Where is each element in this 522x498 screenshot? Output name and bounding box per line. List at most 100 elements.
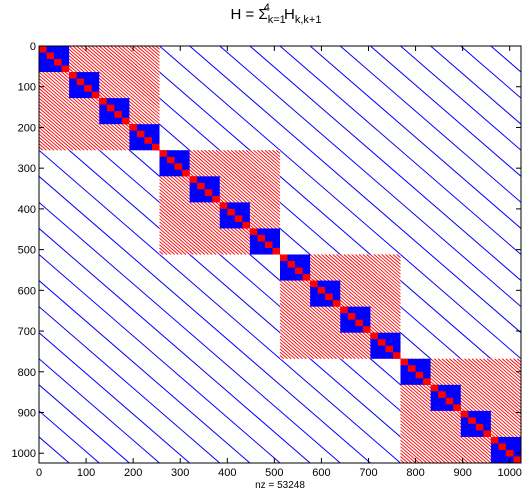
red-hatch-line xyxy=(53,46,160,138)
red-hatch-line xyxy=(460,358,521,412)
red-hatch-line xyxy=(159,179,247,255)
x-tick-label: 900 xyxy=(453,467,471,479)
red-hatch-line xyxy=(144,46,160,60)
red-hatch-line xyxy=(456,358,521,415)
red-hatch-line xyxy=(80,46,160,115)
red-diagonal-block xyxy=(438,391,446,398)
red-hatch-line xyxy=(279,325,318,360)
red-diagonal-block xyxy=(513,456,521,463)
red-hatch-line xyxy=(513,358,521,366)
red-hatch-line xyxy=(400,371,507,463)
red-hatch-line xyxy=(328,254,401,317)
red-hatch-line xyxy=(76,46,160,119)
red-hatch-line xyxy=(106,46,160,92)
red-hatch-line xyxy=(279,338,303,360)
red-diagonal-block xyxy=(310,280,318,288)
title-sub2: k,k+1 xyxy=(294,14,322,26)
red-hatch-line xyxy=(400,449,416,463)
red-hatch-line xyxy=(121,46,160,79)
red-diagonal-block xyxy=(249,228,258,235)
red-hatch-line xyxy=(467,358,521,405)
red-hatch-line xyxy=(39,74,126,151)
red-diagonal-block xyxy=(377,339,386,346)
red-diagonal-block xyxy=(317,287,326,294)
red-hatch-line xyxy=(257,149,281,171)
red-diagonal-block xyxy=(182,169,190,177)
red-hatch-line xyxy=(159,221,198,255)
red-hatch-line xyxy=(61,46,160,132)
red-hatch-line xyxy=(132,46,160,70)
red-hatch-line xyxy=(159,247,168,255)
red-hatch-line xyxy=(400,384,492,463)
red-hatch-line xyxy=(415,358,521,451)
red-hatch-line xyxy=(483,358,521,392)
x-tick-label: 800 xyxy=(406,467,424,479)
red-hatch-line xyxy=(208,149,281,213)
red-diagonal-block xyxy=(280,254,288,262)
red-hatch-line xyxy=(400,452,413,463)
red-diagonal-block xyxy=(445,397,454,405)
red-hatch-line xyxy=(355,254,401,294)
red-diagonal-block xyxy=(370,332,378,340)
plot-area xyxy=(39,46,521,463)
red-hatch-line xyxy=(129,46,160,73)
red-hatch-line xyxy=(400,397,477,463)
red-diagonal-block xyxy=(272,247,280,255)
red-diagonal-block xyxy=(84,85,92,92)
red-hatch-line xyxy=(39,58,145,151)
x-tick-label: 400 xyxy=(218,467,236,479)
red-hatch-line xyxy=(400,430,439,463)
red-hatch-line xyxy=(279,351,288,360)
red-hatch-line xyxy=(509,358,521,369)
red-hatch-line xyxy=(159,218,202,255)
red-diagonal-block xyxy=(430,384,439,392)
x-tick-label: 600 xyxy=(312,467,330,479)
red-hatch-line xyxy=(159,228,190,255)
red-hatch-line xyxy=(178,149,281,239)
red-hatch-line xyxy=(39,84,115,151)
red-diagonal-block xyxy=(99,98,107,105)
red-hatch-line xyxy=(332,254,401,314)
red-hatch-line xyxy=(87,46,160,109)
red-hatch-line xyxy=(279,342,300,360)
red-hatch-line xyxy=(200,149,281,220)
red-diagonal-block xyxy=(242,221,250,229)
red-hatch-line xyxy=(343,254,401,304)
red-hatch-line xyxy=(147,46,160,57)
red-hatch-line xyxy=(279,273,379,360)
red-hatch-line xyxy=(114,46,160,86)
red-hatch-line xyxy=(279,289,360,360)
red-hatch-line xyxy=(400,443,424,463)
red-hatch-line xyxy=(279,303,345,360)
red-hatch-line xyxy=(91,46,160,105)
red-hatch-line xyxy=(159,208,213,255)
red-hatch-line xyxy=(302,254,401,340)
red-hatch-line xyxy=(39,61,141,151)
red-hatch-line xyxy=(159,162,266,255)
red-hatch-line xyxy=(400,404,469,463)
red-hatch-line xyxy=(490,358,521,386)
red-hatch-line xyxy=(211,149,281,210)
title-mid: H xyxy=(279,6,295,23)
y-tick-label: 600 xyxy=(18,285,36,297)
red-hatch-line xyxy=(39,94,104,151)
red-hatch-line xyxy=(377,254,401,275)
red-hatch-line xyxy=(219,149,281,203)
red-hatch-line xyxy=(159,169,258,255)
red-diagonal-block xyxy=(159,150,168,157)
red-hatch-line xyxy=(298,254,401,343)
red-hatch-line xyxy=(358,254,401,291)
red-hatch-line xyxy=(39,136,55,151)
red-hatch-line xyxy=(39,127,66,151)
blue-diagonal-line xyxy=(279,46,521,256)
red-hatch-line xyxy=(464,358,521,408)
blue-diagonal-line xyxy=(39,175,371,463)
red-hatch-line xyxy=(279,267,386,360)
blue-diagonal-line xyxy=(39,227,311,463)
red-hatch-line xyxy=(39,78,123,151)
red-hatch-line xyxy=(39,101,96,151)
red-hatch-line xyxy=(434,358,521,435)
red-diagonal-block xyxy=(174,163,183,170)
red-hatch-line xyxy=(230,149,281,193)
red-hatch-line xyxy=(159,215,205,255)
